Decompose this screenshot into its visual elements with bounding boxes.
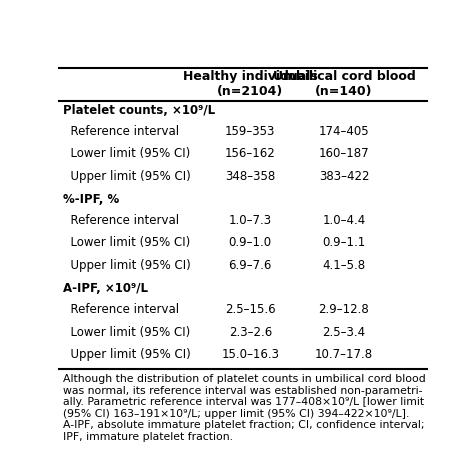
Text: 174–405: 174–405 bbox=[319, 125, 369, 138]
Text: 0.9–1.1: 0.9–1.1 bbox=[322, 237, 365, 249]
Text: 383–422: 383–422 bbox=[319, 170, 369, 182]
Text: Reference interval: Reference interval bbox=[63, 214, 179, 227]
Text: Although the distribution of platelet counts in umbilical cord blood
was normal,: Although the distribution of platelet co… bbox=[63, 374, 426, 442]
Text: 2.9–12.8: 2.9–12.8 bbox=[319, 303, 369, 316]
Text: 0.9–1.0: 0.9–1.0 bbox=[229, 237, 272, 249]
Text: A-IPF, ×10⁹/L: A-IPF, ×10⁹/L bbox=[63, 282, 148, 295]
Text: %-IPF, %: %-IPF, % bbox=[63, 192, 119, 206]
Text: Lower limit (95% CI): Lower limit (95% CI) bbox=[63, 147, 190, 160]
Text: 159–353: 159–353 bbox=[225, 125, 275, 138]
Text: Lower limit (95% CI): Lower limit (95% CI) bbox=[63, 326, 190, 338]
Text: Upper limit (95% CI): Upper limit (95% CI) bbox=[63, 259, 191, 272]
Text: 10.7–17.8: 10.7–17.8 bbox=[315, 348, 373, 361]
Text: 156–162: 156–162 bbox=[225, 147, 276, 160]
Text: 4.1–5.8: 4.1–5.8 bbox=[322, 259, 365, 272]
Text: 1.0–4.4: 1.0–4.4 bbox=[322, 214, 365, 227]
Text: 1.0–7.3: 1.0–7.3 bbox=[229, 214, 272, 227]
Text: Umbilical cord blood
(n=140): Umbilical cord blood (n=140) bbox=[273, 70, 415, 98]
Text: Lower limit (95% CI): Lower limit (95% CI) bbox=[63, 237, 190, 249]
Text: 2.3–2.6: 2.3–2.6 bbox=[228, 326, 272, 338]
Text: Healthy individuals
(n=2104): Healthy individuals (n=2104) bbox=[183, 70, 318, 98]
Text: Platelet counts, ×10⁹/L: Platelet counts, ×10⁹/L bbox=[63, 104, 215, 117]
Text: Upper limit (95% CI): Upper limit (95% CI) bbox=[63, 348, 191, 361]
Text: Reference interval: Reference interval bbox=[63, 303, 179, 316]
Text: 2.5–3.4: 2.5–3.4 bbox=[322, 326, 365, 338]
Text: 6.9–7.6: 6.9–7.6 bbox=[228, 259, 272, 272]
Text: 160–187: 160–187 bbox=[319, 147, 369, 160]
Text: 348–358: 348–358 bbox=[225, 170, 275, 182]
Text: Reference interval: Reference interval bbox=[63, 125, 179, 138]
Text: 15.0–16.3: 15.0–16.3 bbox=[221, 348, 279, 361]
Text: Upper limit (95% CI): Upper limit (95% CI) bbox=[63, 170, 191, 182]
Text: 2.5–15.6: 2.5–15.6 bbox=[225, 303, 275, 316]
